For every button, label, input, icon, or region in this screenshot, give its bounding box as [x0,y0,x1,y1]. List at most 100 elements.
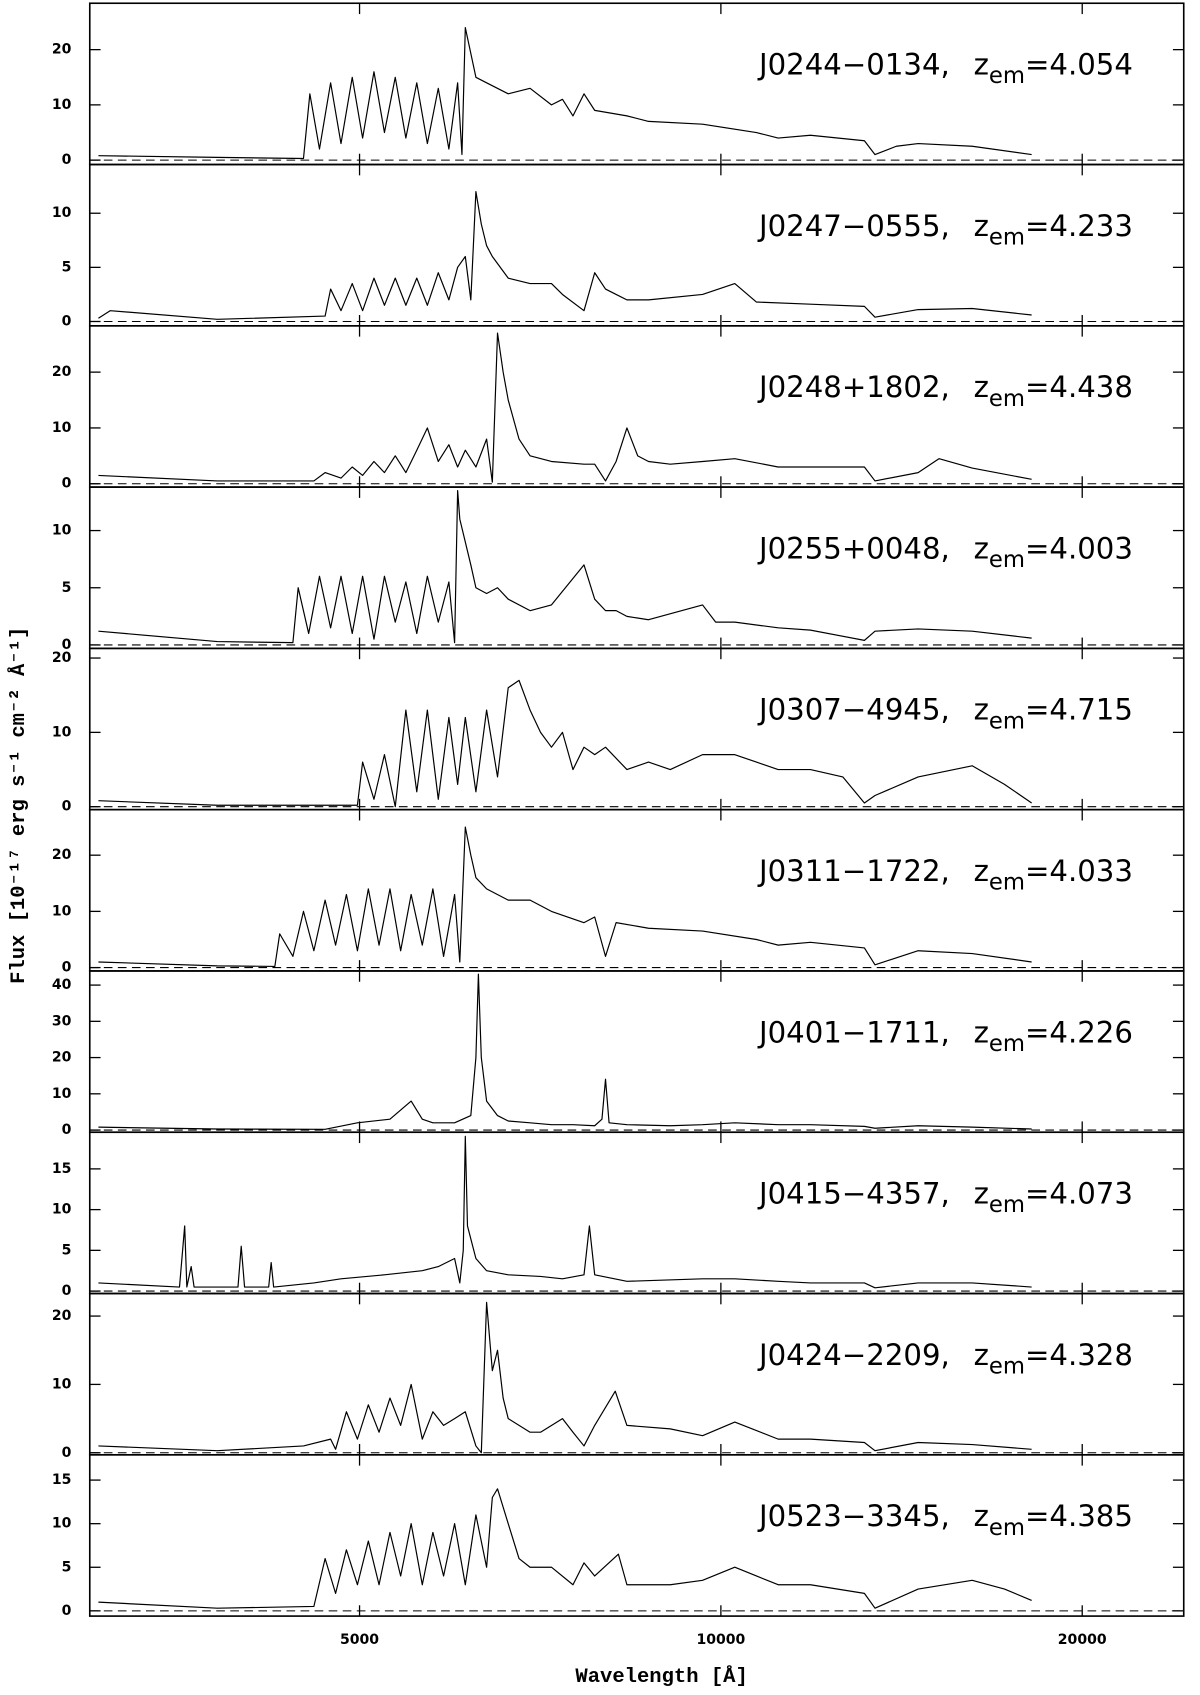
y-tick-label: 20 [52,650,72,666]
y-tick-label: 10 [52,1202,72,1218]
y-tick-label: 10 [52,205,72,221]
annotation-sub: em [989,386,1025,412]
x-axis-label: Wavelength [Å] [575,1664,747,1689]
spectrum-line [98,1301,1032,1454]
y-tick-label: 0 [62,799,72,815]
annotation-z: z [974,1015,989,1049]
y-tick-label: 5 [62,1242,72,1258]
annotation-name: J0244−0134, [757,48,950,82]
y-tick-label: 20 [52,1050,72,1066]
annotation: J0248+1802, zem=4.438 [757,370,1133,412]
x-tick-label: 20000 [1058,1632,1107,1648]
y-tick-label: 0 [62,1445,72,1461]
spectrum-line [98,332,1032,483]
annotation: J0307−4945, zem=4.715 [757,693,1133,735]
annotation-value: =4.438 [1025,370,1133,404]
spectrum-line [98,190,1032,320]
y-tick-label: 5 [62,1559,72,1575]
y-tick-label: 10 [52,420,72,436]
y-tick-label: 10 [52,1086,72,1102]
annotation: J0247−0555, zem=4.233 [757,209,1133,251]
spectrum-line [98,826,1032,968]
annotation-sub: em [989,708,1025,734]
annotation: J0311−1722, zem=4.033 [757,854,1133,896]
annotation-name: J0248+1802, [757,370,950,404]
y-tick-label: 0 [62,313,72,329]
annotation-name: J0311−1722, [757,854,950,888]
annotation-sub: em [989,1031,1025,1057]
spectrum-line [98,489,1032,644]
annotation-value: =4.003 [1025,531,1133,565]
annotation-value: =4.054 [1025,48,1133,82]
annotation-name: J0247−0555, [757,209,950,243]
y-tick-label: 20 [52,847,72,863]
annotation: J0244−0134, zem=4.054 [757,48,1133,90]
annotation-name: J0523−3345, [757,1499,950,1533]
y-tick-label: 0 [62,1603,72,1619]
x-tick-label: 10000 [696,1632,745,1648]
y-tick-label: 10 [52,903,72,919]
y-axis-label: Flux [10⁻¹⁷ erg s⁻¹ cm⁻² Å⁻¹] [6,627,31,984]
annotation: J0255+0048, zem=4.003 [757,531,1133,573]
annotation-sub: em [989,1515,1025,1541]
panel-frame [88,1453,1185,1617]
y-tick-label: 20 [52,1308,72,1324]
annotation-z: z [974,370,989,404]
annotation-value: =4.226 [1025,1015,1133,1049]
annotation-z: z [974,1177,989,1211]
annotation-sub: em [989,547,1025,573]
annotation-name: J0424−2209, [757,1338,950,1372]
annotation-z: z [974,854,989,888]
y-tick-label: 15 [52,1161,72,1177]
annotation-value: =4.073 [1025,1177,1133,1211]
y-tick-label: 0 [62,476,72,492]
y-tick-label: 0 [62,152,72,168]
annotation: J0523−3345, zem=4.385 [757,1499,1133,1541]
y-tick-label: 10 [52,1376,72,1392]
y-tick-label: 10 [52,1516,72,1532]
annotation-z: z [974,693,989,727]
annotation-z: z [974,209,989,243]
y-tick-label: 0 [62,1122,72,1138]
annotation-value: =4.715 [1025,693,1133,727]
y-tick-label: 20 [52,42,72,58]
annotation-value: =4.385 [1025,1499,1133,1533]
annotation-sub: em [989,1354,1025,1380]
annotation: J0424−2209, zem=4.328 [757,1338,1133,1380]
annotation-sub: em [989,870,1025,896]
annotation-z: z [974,48,989,82]
y-tick-label: 30 [52,1013,72,1029]
spectrum-line [98,1135,1032,1289]
annotation: J0415−4357, zem=4.073 [757,1177,1133,1219]
annotation-name: J0415−4357, [757,1177,950,1211]
annotation-z: z [974,1499,989,1533]
annotation-value: =4.033 [1025,854,1133,888]
spectrum-line [98,679,1032,808]
spectrum-line [98,973,1032,1130]
x-tick-label: 5000 [340,1632,379,1648]
panel: 0 5 10 15 5000 10000 20000 [52,1453,1185,1648]
y-tick-label: 10 [52,97,72,113]
annotation-value: =4.328 [1025,1338,1133,1372]
annotation-sub: em [989,225,1025,251]
y-tick-label: 20 [52,364,72,380]
annotation-name: J0255+0048, [757,531,950,565]
annotation-z: z [974,531,989,565]
y-tick-label: 0 [62,960,72,976]
y-tick-label: 15 [52,1472,72,1488]
annotation-name: J0401−1711, [757,1015,950,1049]
annotation-name: J0307−4945, [757,693,950,727]
spectrum-line [98,26,1032,160]
annotation-sub: em [989,1192,1025,1218]
y-tick-label: 5 [62,580,72,596]
spectrum-line [98,1488,1032,1609]
y-tick-label: 10 [52,724,72,740]
y-tick-label: 40 [52,977,72,993]
annotation-value: =4.233 [1025,209,1133,243]
y-tick-label: 10 [52,523,72,539]
annotation-z: z [974,1338,989,1372]
y-tick-label: 5 [62,259,72,275]
y-tick-label: 0 [62,637,72,653]
annotation-sub: em [989,63,1025,89]
